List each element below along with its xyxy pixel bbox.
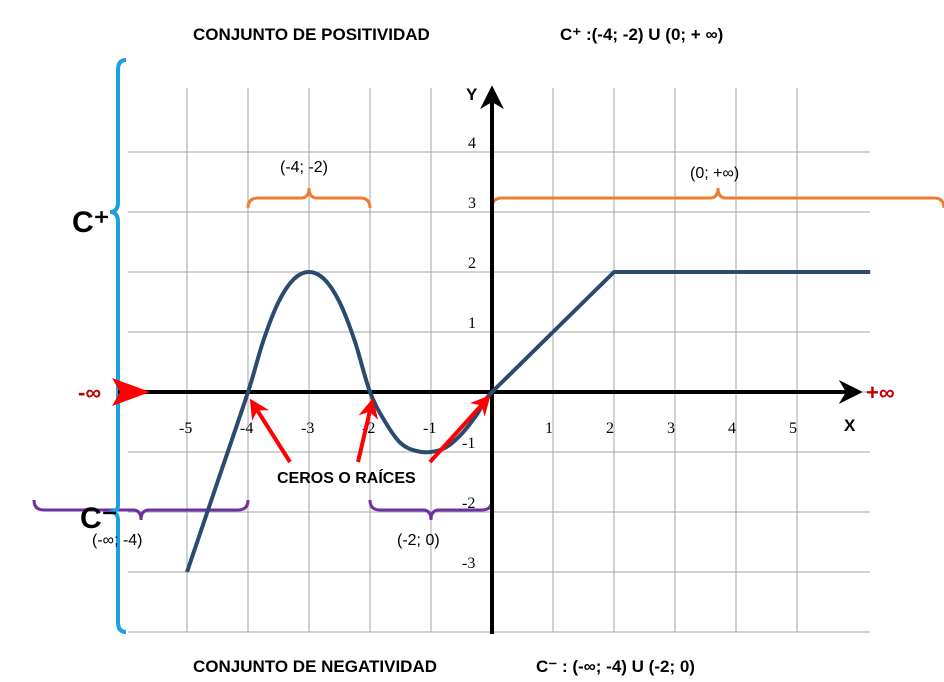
- axes: [112, 85, 863, 634]
- negative-interval-label-2: (-2; 0): [397, 532, 440, 549]
- positive-interval-label-1: (-4; -2): [280, 159, 328, 176]
- x-tick-label: -1: [423, 420, 436, 437]
- roots-label: CEROS O RAÍCES: [277, 468, 416, 487]
- negative-interval-label-1: (-∞; -4): [92, 532, 143, 549]
- root-arrows: [249, 395, 491, 464]
- x-tick-label: 3: [667, 420, 675, 437]
- title-positivity: CONJUNTO DE POSITIVIDAD: [193, 25, 430, 44]
- y-tick-label: 1: [468, 315, 476, 332]
- root-arrow: [356, 398, 379, 463]
- y-tick-label: 2: [468, 255, 476, 272]
- y-axis-label: Y: [466, 85, 478, 104]
- x-tick-label: 5: [789, 420, 797, 437]
- x-axis-label: X: [844, 416, 856, 435]
- x-tick-label: -3: [301, 420, 314, 437]
- positive-set-label: C⁺: [72, 206, 110, 239]
- x-tick-label: 2: [606, 420, 614, 437]
- y-tick-label: -2: [462, 495, 475, 512]
- plus-infinity-label: +∞: [866, 380, 895, 405]
- negative-set-label: C⁻: [80, 502, 118, 535]
- minus-infinity-label: -∞: [78, 380, 101, 405]
- root-arrow: [428, 395, 491, 464]
- y-tick-label: 3: [468, 195, 476, 212]
- root-arrow: [249, 398, 292, 464]
- positive-brace-1: [246, 187, 372, 209]
- title-positivity-set: C⁺ :(-4; -2) U (0; + ∞): [560, 25, 723, 44]
- function-curve: [185, 270, 871, 573]
- y-tick-label: 4: [468, 135, 476, 152]
- y-tick-label: -1: [462, 435, 475, 452]
- minus-infinity-arrow: [112, 378, 150, 406]
- set-brace: [109, 58, 127, 634]
- title-negativity: CONJUNTO DE NEGATIVIDAD: [193, 657, 437, 676]
- title-negativity-set: C⁻ : (-∞; -4) U (-2; 0): [536, 657, 695, 676]
- x-tick-label: -4: [240, 420, 253, 437]
- positive-brace-2: [490, 187, 944, 209]
- y-tick-label: -3: [462, 555, 475, 572]
- grid: [128, 88, 870, 633]
- x-tick-label: 1: [545, 420, 553, 437]
- negative-brace-2: [368, 499, 494, 521]
- x-tick-label: -5: [179, 420, 192, 437]
- negative-brace-1: [32, 499, 250, 521]
- x-tick-label: 4: [728, 420, 736, 437]
- positive-interval-label-2: (0; +∞): [690, 165, 739, 182]
- interval-braces: [32, 58, 944, 634]
